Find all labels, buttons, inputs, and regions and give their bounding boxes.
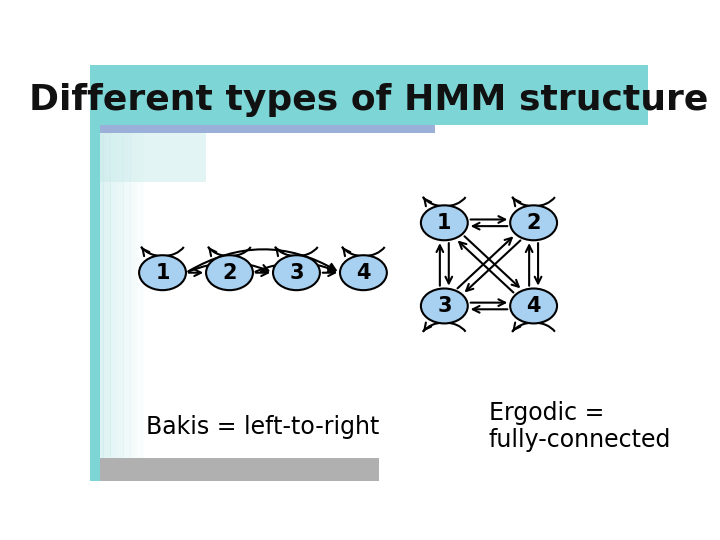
Circle shape: [273, 255, 320, 290]
FancyBboxPatch shape: [137, 125, 144, 481]
Text: 4: 4: [356, 262, 371, 283]
FancyBboxPatch shape: [100, 458, 379, 481]
FancyBboxPatch shape: [90, 125, 100, 481]
FancyBboxPatch shape: [104, 125, 111, 481]
FancyBboxPatch shape: [100, 133, 206, 183]
FancyBboxPatch shape: [130, 125, 138, 481]
Text: 2: 2: [222, 262, 237, 283]
FancyBboxPatch shape: [124, 125, 131, 481]
Text: 3: 3: [289, 262, 304, 283]
Circle shape: [206, 255, 253, 290]
FancyBboxPatch shape: [90, 125, 97, 481]
Text: 3: 3: [437, 296, 451, 316]
FancyBboxPatch shape: [100, 125, 435, 133]
FancyBboxPatch shape: [117, 125, 124, 481]
Circle shape: [421, 205, 468, 240]
Text: 2: 2: [526, 213, 541, 233]
Text: Different types of HMM structure: Different types of HMM structure: [30, 83, 708, 117]
Text: 4: 4: [526, 296, 541, 316]
Text: Ergodic =
fully-connected: Ergodic = fully-connected: [489, 401, 671, 453]
Text: 1: 1: [437, 213, 451, 233]
FancyBboxPatch shape: [90, 65, 648, 125]
FancyBboxPatch shape: [110, 125, 117, 481]
FancyBboxPatch shape: [96, 125, 104, 481]
Text: 1: 1: [156, 262, 170, 283]
Circle shape: [340, 255, 387, 290]
Circle shape: [510, 205, 557, 240]
Circle shape: [139, 255, 186, 290]
Circle shape: [510, 288, 557, 323]
Circle shape: [421, 288, 468, 323]
Text: Bakis = left-to-right: Bakis = left-to-right: [146, 415, 379, 438]
